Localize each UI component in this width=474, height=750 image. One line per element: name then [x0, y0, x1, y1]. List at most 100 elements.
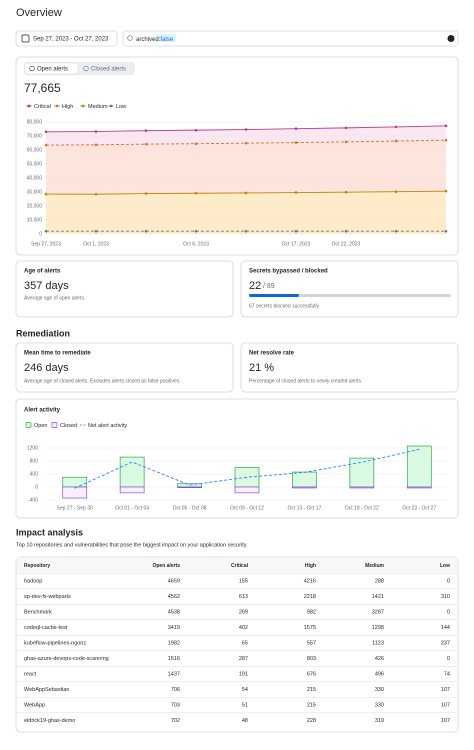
table-cell: 1298 — [372, 625, 384, 631]
table-cell: 48 — [242, 718, 248, 724]
bar — [292, 486, 317, 489]
x-tick-label: Oct 01 - Oct 04 — [115, 505, 149, 511]
table-cell: 1982 — [168, 640, 180, 646]
point — [444, 138, 448, 142]
table-cell: kubeflow-pipelines-ngonz — [24, 640, 86, 646]
tab-icon — [83, 65, 89, 72]
bar — [62, 486, 88, 499]
card-title: Secrets bypassed / blocked — [249, 269, 328, 275]
column-header: Critical — [231, 563, 249, 569]
table-cell: 2218 — [304, 594, 316, 600]
table-cell: 613 — [239, 594, 248, 600]
table-cell: 1123 — [372, 640, 384, 646]
card — [15, 342, 234, 393]
table-cell: 702 — [171, 718, 180, 724]
search-icon — [127, 35, 133, 41]
table-cell: 237 — [441, 640, 450, 646]
table-cell: 3287 — [372, 609, 384, 615]
legend-label: Low — [116, 104, 126, 110]
legend-label: Closed — [60, 423, 77, 429]
y-tick-label: 40,000 — [27, 175, 43, 181]
table-cell: 803 — [307, 656, 316, 662]
table-cell: 706 — [171, 687, 180, 693]
active-tab[interactable] — [24, 62, 79, 75]
table-cell: 51 — [242, 702, 248, 708]
column-header: Repository — [24, 563, 50, 569]
page-title: Overview — [16, 7, 62, 19]
y-tick-label: 400 — [30, 471, 39, 477]
tab-icon — [29, 65, 35, 72]
filter-text: archived:false — [136, 37, 174, 43]
legend-marker — [25, 422, 32, 428]
x-tick-label: Oct 18 - Oct 22 — [345, 505, 379, 511]
area — [46, 191, 446, 234]
bar — [62, 476, 88, 488]
progress-bar — [249, 294, 299, 297]
point — [344, 229, 348, 233]
y-tick-label: -400 — [28, 497, 38, 503]
clear-button[interactable] — [447, 35, 455, 42]
tab[interactable]: Open alerts — [37, 67, 68, 73]
point — [394, 190, 398, 194]
total-open-alerts: 77,665 — [24, 81, 61, 95]
card-value: 357 days — [24, 280, 69, 292]
point — [144, 192, 148, 195]
table-cell: ghas-azure-devops-code-scanning — [24, 656, 109, 662]
point — [344, 140, 348, 144]
column-header: High — [305, 563, 316, 569]
tab[interactable]: Closed alerts — [91, 67, 126, 73]
legend-marker — [51, 422, 58, 428]
search-box[interactable] — [122, 30, 459, 47]
column-header: Medium — [365, 563, 384, 569]
card-title: Mean time to remediate — [24, 351, 91, 357]
table-cell: sp-dev-fx-webparts — [24, 594, 71, 600]
point — [294, 141, 298, 144]
point — [94, 143, 98, 147]
y-tick-label: 60,000 — [27, 147, 43, 153]
table-cell: 54 — [242, 687, 248, 693]
legend-label: High — [62, 104, 73, 110]
column-header: Low — [440, 563, 450, 569]
y-tick-label: 30,000 — [27, 189, 43, 195]
card-description: Percentage of closed alerts to newly cre… — [249, 378, 362, 384]
filter-value: false — [160, 37, 173, 43]
bar — [406, 486, 432, 489]
point — [244, 141, 248, 145]
highlight — [157, 34, 176, 42]
x-tick-label: Oct 05 - Oct 08 — [173, 505, 207, 511]
y-tick-label: 50,000 — [27, 161, 43, 167]
impact-table — [15, 556, 459, 733]
table-cell: 426 — [375, 656, 384, 662]
point — [444, 189, 448, 193]
y-tick-label: 20,000 — [27, 203, 43, 209]
card-value: 22 — [249, 280, 261, 292]
table-cell: 74 — [444, 671, 450, 677]
table-cell: 330 — [375, 687, 384, 693]
bar — [177, 486, 202, 488]
point — [144, 142, 148, 146]
table-cell: 676 — [307, 671, 316, 677]
legend-marker — [55, 104, 59, 108]
point — [294, 191, 298, 194]
y-tick-label: 1200 — [27, 445, 38, 451]
card-total: / 89 — [263, 283, 275, 290]
table-cell: 4216 — [304, 578, 316, 584]
bar — [234, 467, 260, 488]
legend-marker — [81, 104, 85, 108]
x-tick-label: Oct 13 - Oct 17 — [287, 505, 321, 511]
point — [44, 192, 48, 196]
point — [394, 229, 398, 233]
date-button[interactable] — [15, 30, 118, 47]
table-cell: eldrick19-ghas-demo — [24, 718, 75, 724]
point — [344, 126, 348, 130]
section-heading: Remediation — [16, 328, 70, 338]
x-tick-label: Oct 23 - Oct 27 — [402, 505, 436, 511]
table-cell: 287 — [239, 656, 248, 662]
table-cell: 215 — [307, 702, 316, 708]
point — [144, 129, 148, 132]
card — [240, 260, 459, 318]
chart-title: Alert activity — [24, 408, 61, 414]
bar — [349, 457, 375, 488]
